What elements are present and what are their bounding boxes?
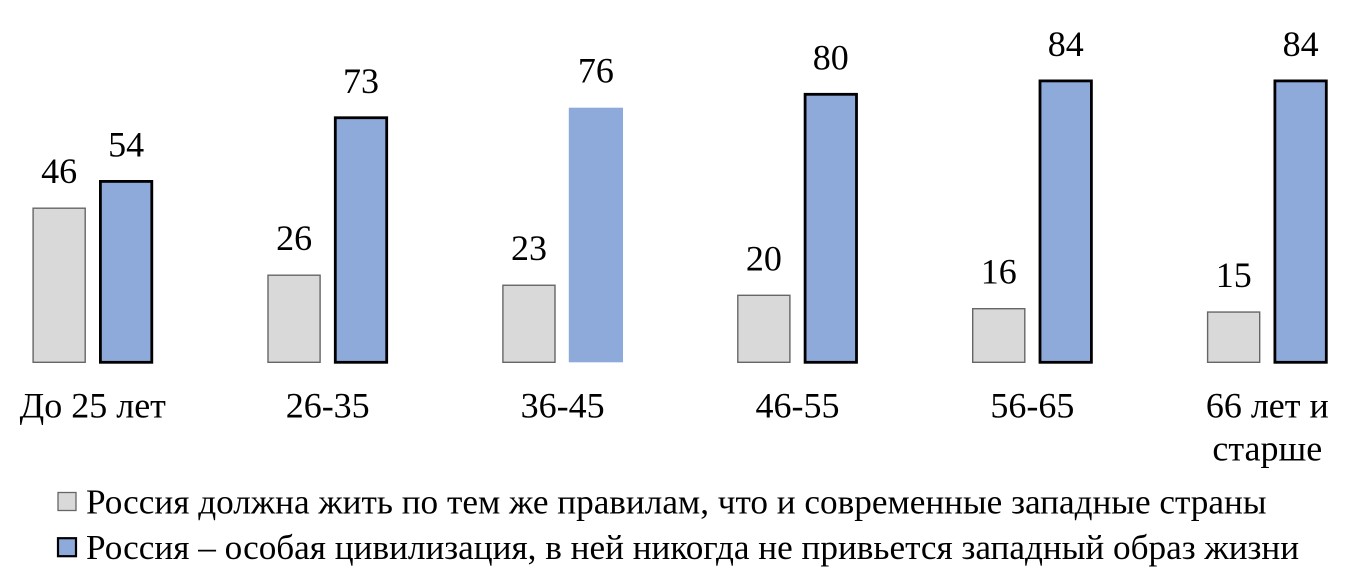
svg-text:54: 54: [108, 124, 144, 164]
svg-text:84: 84: [1048, 24, 1084, 64]
svg-text:16: 16: [981, 252, 1017, 292]
svg-text:23: 23: [511, 228, 547, 268]
svg-text:15: 15: [1216, 255, 1252, 295]
svg-text:Россия должна жить по тем же п: Россия должна жить по тем же правилам, ч…: [86, 483, 1266, 522]
svg-text:84: 84: [1283, 24, 1319, 64]
svg-text:56-65: 56-65: [990, 386, 1074, 426]
svg-text:36-45: 36-45: [521, 386, 605, 426]
svg-text:76: 76: [578, 51, 614, 91]
svg-text:До 25 лет: До 25 лет: [20, 386, 167, 426]
svg-text:Россия – особая цивилизация, в: Россия – особая цивилизация, в ней никог…: [86, 528, 1299, 567]
svg-text:20: 20: [746, 238, 782, 278]
svg-text:46-55: 46-55: [756, 386, 840, 426]
svg-text:26-35: 26-35: [286, 386, 370, 426]
svg-text:66 лет и: 66 лет и: [1206, 386, 1329, 426]
svg-text:старше: старше: [1212, 429, 1322, 469]
svg-text:46: 46: [41, 151, 77, 191]
svg-text:80: 80: [813, 37, 849, 77]
svg-text:73: 73: [343, 61, 379, 101]
svg-text:26: 26: [276, 218, 312, 258]
